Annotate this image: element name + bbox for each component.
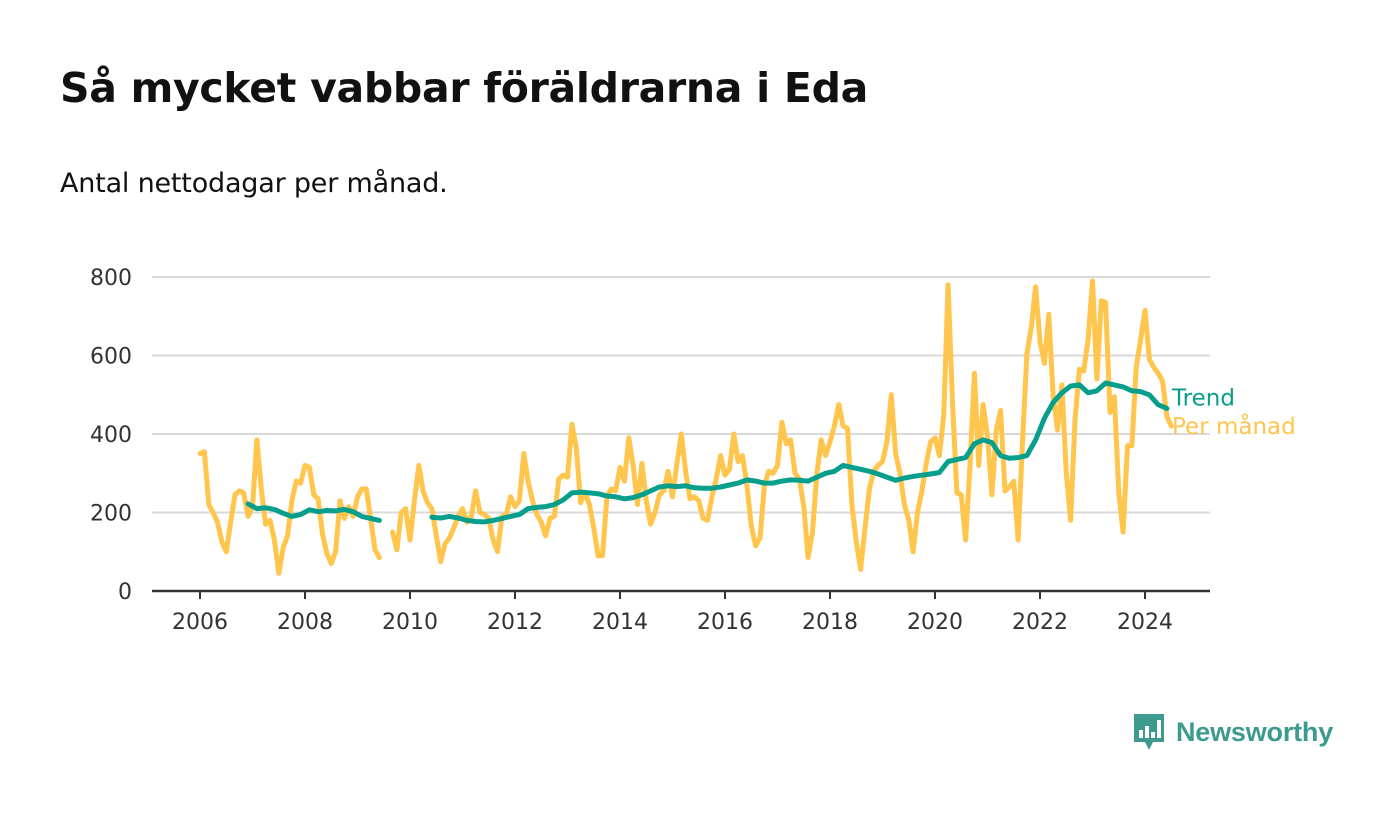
- series-lines: [197, 278, 1174, 576]
- x-tick-label: 2012: [487, 610, 543, 635]
- x-tick-label: 2008: [277, 610, 333, 635]
- y-axis-ticks: 0 200 400 600 800: [90, 266, 132, 605]
- x-tick-label: 2020: [907, 610, 963, 635]
- x-tick-label: 2018: [802, 610, 858, 635]
- newsworthy-logo: Newsworthy: [1132, 712, 1333, 752]
- y-tick-label: 800: [90, 266, 132, 291]
- chart-title: Så mycket vabbar föräldrarna i Eda: [60, 64, 868, 112]
- chart-subtitle: Antal nettodagar per månad.: [60, 168, 448, 199]
- x-tick-label: 2022: [1012, 610, 1068, 635]
- x-tick-label: 2014: [592, 610, 648, 635]
- newsworthy-logo-icon: [1134, 714, 1164, 750]
- y-tick-label: 200: [90, 502, 132, 527]
- series-label: Trend: [1171, 385, 1235, 411]
- x-tick-label: 2006: [172, 610, 228, 635]
- x-axis-ticks: 2006 2008 2010 2012 2014 2016 2018 2020 2022 2024: [172, 591, 1173, 635]
- series-line-0: [197, 278, 1174, 576]
- y-tick-label: 400: [90, 423, 132, 448]
- y-tick-label: 600: [90, 345, 132, 370]
- series-label: Per månad: [1172, 412, 1296, 440]
- series-line-1: [245, 380, 1170, 525]
- newsworthy-logo-text: Newsworthy: [1176, 716, 1334, 747]
- y-tick-label: 0: [118, 580, 132, 605]
- x-tick-label: 2024: [1117, 610, 1173, 635]
- x-tick-label: 2016: [697, 610, 753, 635]
- x-tick-label: 2010: [382, 610, 438, 635]
